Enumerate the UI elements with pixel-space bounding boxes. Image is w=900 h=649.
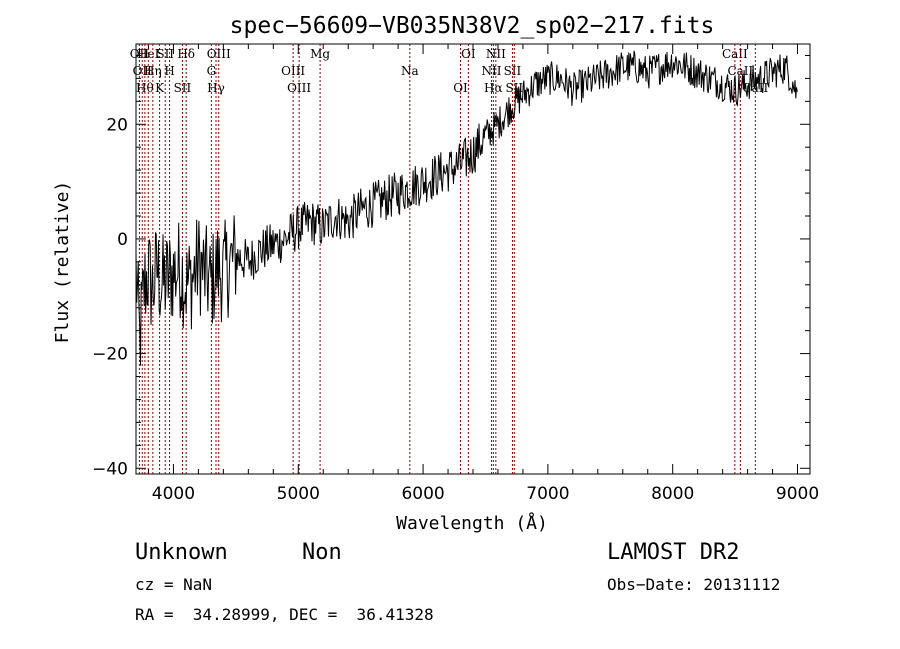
line-marker-label: K: [155, 81, 165, 95]
y-tick-label: −20: [92, 345, 128, 365]
x-tick-label: 4000: [152, 484, 195, 504]
line-marker-label: Hδ: [177, 47, 195, 61]
x-tick-label: 5000: [277, 484, 320, 504]
line-marker-label: Hθ: [136, 81, 154, 95]
survey-label: LAMOST DR2: [607, 540, 739, 565]
line-marker-label: H: [164, 64, 174, 78]
line-marker-label: OI: [461, 47, 476, 61]
x-axis-label: Wavelength (Å): [396, 512, 548, 534]
line-marker-label: SII: [504, 64, 522, 78]
line-marker-label: Hγ: [207, 81, 225, 95]
line-marker-label: G: [207, 64, 217, 78]
cz-label: cz = NaN: [135, 575, 212, 594]
y-tick-label: −40: [92, 459, 128, 479]
line-marker-label: OIII: [287, 81, 311, 95]
line-marker-label: OIII: [207, 47, 231, 61]
y-axis-label: Flux (relative): [52, 181, 73, 344]
y-tick-label: 20: [106, 115, 128, 135]
line-marker-label: HeI: [137, 47, 160, 61]
plot-area: 4000 5000 6000 7000 8000 9000−40−20020OIIOIIH…: [92, 43, 819, 504]
x-tick-label: 8000: [651, 484, 694, 504]
radec-label: RA = 34.28999, DEC = 36.41328: [135, 605, 434, 624]
line-marker-label: Hα: [484, 81, 503, 95]
line-marker-label: OIII: [281, 64, 305, 78]
x-tick-label: 9000: [776, 484, 819, 504]
class-label: Unknown: [135, 540, 228, 565]
line-marker-label: SII: [174, 81, 192, 95]
line-marker-label: SII: [156, 47, 174, 61]
line-marker-label: CaII: [727, 64, 753, 78]
x-tick-label: 7000: [526, 484, 569, 504]
line-marker-label: NII: [486, 47, 506, 61]
obs-date-label: Obs−Date: 20131112: [607, 575, 780, 594]
y-tick-label: 0: [117, 230, 128, 250]
chart-title: spec−56609−VB035N38V2_sp02−217.fits: [230, 13, 715, 39]
line-marker-label: OII: [133, 64, 153, 78]
line-marker-label: CaII: [722, 47, 748, 61]
subclass-label: Non: [302, 540, 342, 565]
line-marker-label: OI: [453, 81, 468, 95]
x-tick-label: 6000: [401, 484, 444, 504]
spectrum-line: [135, 50, 798, 366]
line-marker-label: Hη: [144, 64, 162, 78]
line-marker-label: Na: [401, 64, 419, 78]
line-marker-label: NII: [481, 64, 501, 78]
line-marker-label: Mg: [310, 47, 330, 61]
